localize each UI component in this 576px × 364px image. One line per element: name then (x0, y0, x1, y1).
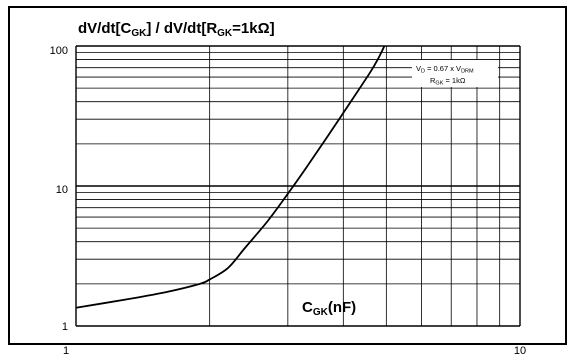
annotation-box: VD = 0.67 x VDRM RGK = 1kΩ (412, 60, 498, 87)
annotation-line-2: RGK = 1kΩ (430, 76, 466, 87)
y-tick-label-10: 10 (56, 184, 68, 196)
x-tick-label-10: 10 (514, 345, 526, 357)
y-tick-label-100: 100 (50, 45, 68, 57)
y-tick-label-1: 1 (62, 321, 68, 333)
series-line (76, 46, 384, 308)
x-axis-label: CGK(nF) (302, 299, 356, 318)
x-tick-label-1: 1 (63, 345, 69, 357)
grid-lines (76, 46, 520, 326)
curve-layer (76, 46, 384, 308)
